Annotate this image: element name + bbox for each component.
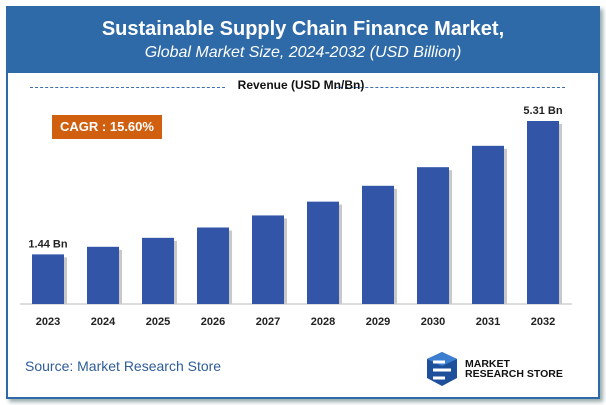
logo: MARKET RESEARCH STORE [425, 350, 563, 388]
logo-line1: MARKET [465, 358, 510, 370]
x-tick-2024: 2024 [91, 316, 116, 328]
bar-2028 [307, 201, 339, 304]
divider-right [335, 87, 565, 88]
logo-line2: RESEARCH STORE [465, 368, 563, 380]
revenue-label: Revenue (USD Mn/Bn) [237, 78, 365, 92]
bar-2025 [142, 237, 174, 304]
header: Sustainable Supply Chain Finance Market,… [8, 8, 598, 73]
bar-2032 [527, 121, 559, 304]
chart-subtitle: Global Market Size, 2024-2032 (USD Billi… [144, 44, 462, 61]
x-tick-2032: 2032 [531, 316, 555, 328]
bar-2024 [87, 246, 119, 304]
bar-2030 [417, 167, 449, 304]
x-tick-2027: 2027 [256, 316, 280, 328]
data-label-2023: 1.44 Bn [28, 238, 67, 250]
x-tick-2030: 2030 [421, 316, 445, 328]
divider-left [30, 87, 225, 88]
x-tick-2026: 2026 [201, 316, 225, 328]
chart-title: Sustainable Supply Chain Finance Market, [101, 18, 505, 40]
bar-2026 [197, 227, 229, 304]
x-tick-2025: 2025 [146, 316, 170, 328]
bar-2023 [32, 254, 64, 304]
x-tick-2029: 2029 [366, 316, 390, 328]
x-tick-2031: 2031 [476, 316, 500, 328]
cagr-badge: CAGR : 15.60% [52, 115, 162, 139]
bar-2029 [362, 185, 394, 304]
bar-2031 [472, 145, 504, 304]
bar-2027 [252, 215, 284, 304]
x-tick-2023: 2023 [36, 316, 60, 328]
logo-cube-icon [427, 352, 457, 386]
source-text: Source: Market Research Store [25, 358, 222, 374]
x-tick-2028: 2028 [311, 316, 335, 328]
data-label-2032: 5.31 Bn [523, 105, 562, 117]
